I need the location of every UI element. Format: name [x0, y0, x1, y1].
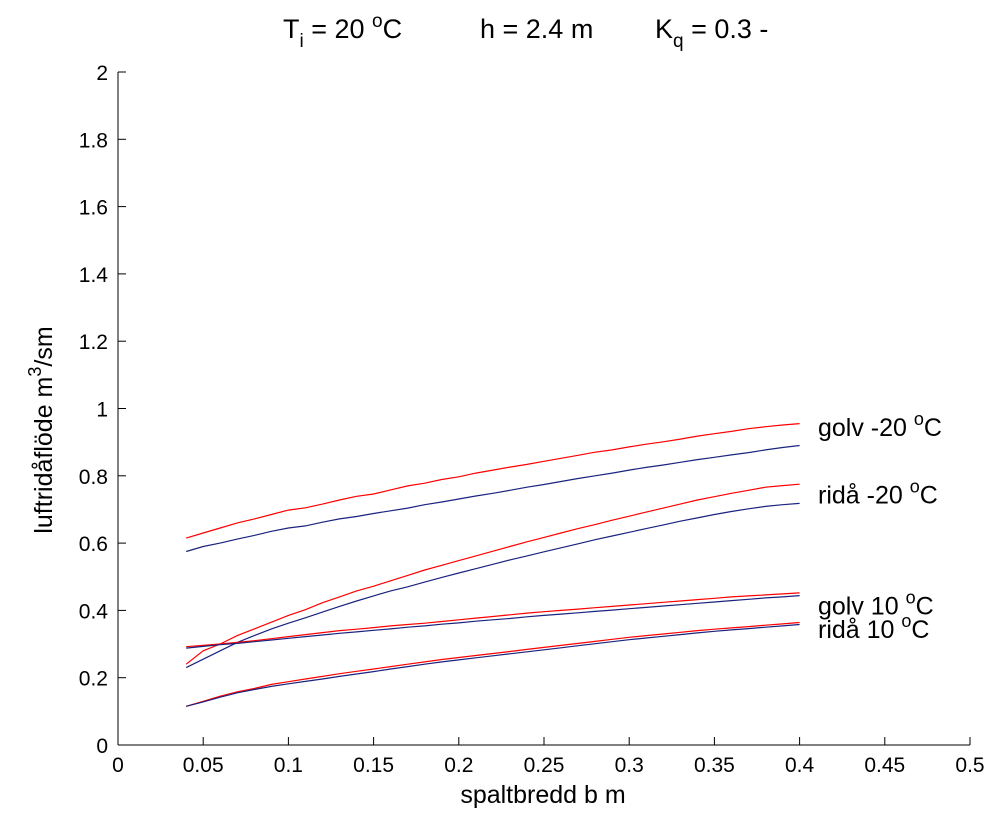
- chart-title: Ti = 20 oC h = 2.4 m Kq = 0.3 -: [283, 11, 768, 52]
- series-line: [186, 595, 800, 649]
- y-tick-label: 0.6: [79, 533, 108, 556]
- x-tick-label: 0.2: [444, 754, 473, 777]
- x-tick-label: 0.45: [864, 754, 905, 777]
- title-kq: Kq = 0.3 -: [655, 14, 768, 52]
- y-tick-label: 0: [96, 735, 108, 758]
- x-tick-label: 0.05: [183, 754, 224, 777]
- title-height: h = 2.4 m: [480, 14, 593, 44]
- series-annotation: golv -20 oC: [818, 409, 942, 442]
- x-tick-label: 0.1: [274, 754, 303, 777]
- x-tick-label: 0.15: [353, 754, 394, 777]
- series-line: [186, 592, 800, 648]
- y-axis-ticks: 0 0.2 0.4 0.6 0.8 1 1.2 1.4 1.6 1.8 2: [79, 62, 126, 758]
- y-tick-label: 1.6: [79, 197, 108, 220]
- x-axis-label: spaltbredd b m: [460, 781, 625, 809]
- y-tick-label: 0.2: [79, 668, 108, 691]
- y-tick-label: 1.2: [79, 331, 108, 354]
- x-tick-label: 0.5: [955, 754, 984, 777]
- series-line: [185, 502, 800, 669]
- y-tick-label: 0.8: [79, 466, 108, 489]
- series-line: [186, 621, 800, 707]
- series-lines: [185, 423, 800, 707]
- series-line: [186, 423, 800, 539]
- x-tick-label: 0: [112, 754, 124, 777]
- y-tick-label: 1: [96, 399, 108, 422]
- y-tick-label: 2: [96, 62, 108, 85]
- plot-area: 0 0.05 0.1 0.15 0.2 0.25 0.3 0.35 0.4 0.45 0.5 0 0.…: [79, 62, 985, 777]
- x-tick-label: 0.3: [615, 754, 644, 777]
- series-line: [186, 623, 800, 707]
- x-tick-label: 0.25: [524, 754, 565, 777]
- series-line: [185, 483, 800, 665]
- y-tick-label: 0.4: [79, 600, 109, 623]
- series-annotation: ridå 10 oC: [818, 611, 929, 644]
- series-annotation: golv 10 oC: [818, 587, 934, 620]
- series-line: [186, 444, 800, 553]
- series-annotation: ridå -20 oC: [818, 476, 938, 509]
- x-tick-label: 0.4: [785, 754, 815, 777]
- y-tick-label: 1.4: [79, 264, 109, 287]
- y-tick-label: 1.8: [79, 129, 108, 152]
- title-temperature: Ti = 20 oC: [283, 11, 402, 52]
- y-axis-label: luftridåflöde m3/sm: [25, 326, 58, 533]
- x-tick-label: 0.35: [694, 754, 735, 777]
- x-axis-ticks: 0 0.05 0.1 0.15 0.2 0.25 0.3 0.35 0.4 0.45 0.5: [112, 737, 985, 777]
